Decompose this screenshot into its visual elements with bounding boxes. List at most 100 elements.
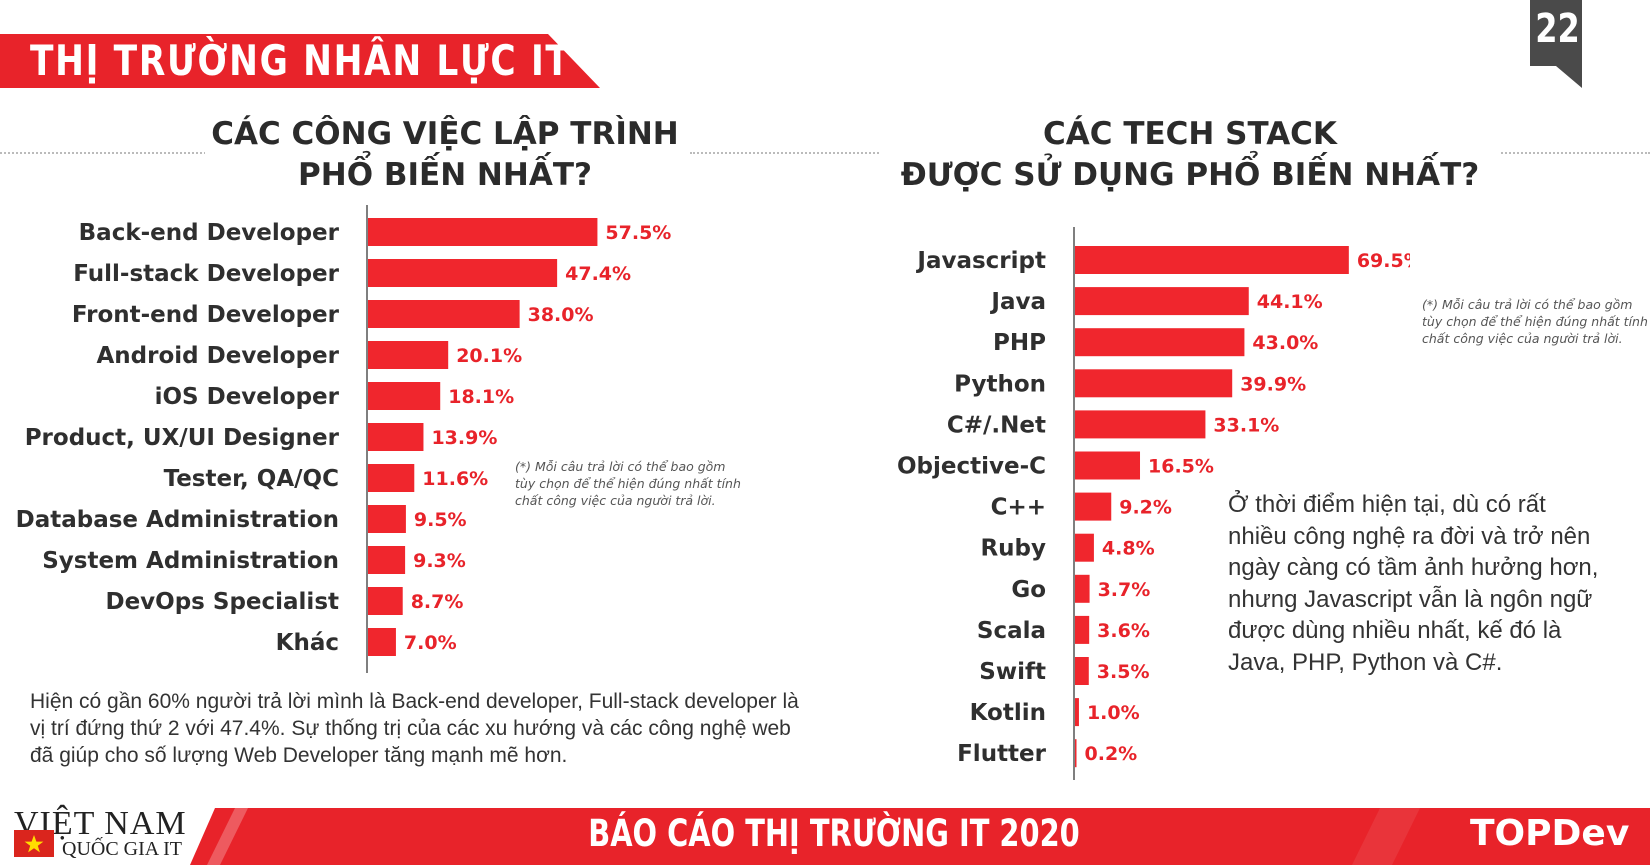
right-title-line1: CÁC TECH STACK [1043,116,1337,152]
right-note-line2: tùy chọn để thể hiện đúng nhất tính [1422,314,1648,329]
category-label: Tester, QA/QC [164,466,339,492]
category-label: Front-end Developer [72,302,340,328]
value-label: 9.5% [414,509,467,531]
left-note-line3: chất công việc của người trả lời. [515,493,716,508]
value-label: 13.9% [431,427,497,449]
category-label: Full-stack Developer [73,261,339,287]
vietnam-flag-icon [14,830,54,857]
left-paragraph: Hiện có gần 60% người trả lời mình là Ba… [30,688,830,769]
value-label: 7.0% [404,632,457,654]
category-label: PHP [993,330,1046,356]
category-label: Kotlin [970,700,1046,726]
value-label: 0.2% [1085,743,1138,765]
value-label: 11.6% [422,468,488,490]
category-label: iOS Developer [155,384,340,410]
bar-10 [368,628,396,656]
bar-8 [1075,574,1090,603]
page-number-badge [1530,0,1582,88]
header-title: THỊ TRƯỜNG NHÂN LỰC IT [30,36,571,85]
bar-11 [1075,698,1079,727]
bar-7 [1075,533,1094,562]
left-paragraph-line1: Hiện có gần 60% người trả lời mình là Ba… [30,690,799,713]
category-label: Back-end Developer [79,220,340,246]
value-label: 3.6% [1097,620,1150,642]
bar-9 [368,587,403,615]
bar-7 [368,505,406,533]
left-paragraph-line2: vị trí đứng thứ 2 với 47.4%. Sự thống tr… [30,717,791,740]
value-label: 47.4% [565,263,631,285]
category-label: DevOps Specialist [105,589,339,615]
bar-8 [368,546,406,574]
bar-2 [1075,328,1245,357]
category-label: C++ [991,495,1046,521]
jobs-bar-chart: Back-end Developer 57.5% Full-stack Develo… [16,205,671,673]
category-label: Java [989,289,1046,315]
right-note-line3: chất công việc của người trả lời. [1422,331,1623,346]
left-title-line2: PHỔ BIẾN NHẤT? [298,157,592,193]
header-banner [0,34,600,88]
left-title-line1: CÁC CÔNG VIỆC LẬP TRÌNH [211,116,679,152]
techstack-bar-chart: Javascript 69.5% Java 44.1% PHP 43.0% Python 39… [897,227,1410,780]
value-label: 38.0% [528,304,594,326]
topdev-logo: TOPDev [1470,813,1630,854]
left-paragraph-line3: đã giúp cho số lượng Web Developer tăng … [30,744,568,767]
left-note-line1: (*) Mỗi câu trả lời có thể bao gồm [515,459,726,474]
category-label: Ruby [980,536,1046,562]
bar-12 [1075,739,1077,768]
category-label: Javascript [915,248,1046,274]
right-paragraph-line6: Java, PHP, Python và C#. [1228,648,1503,676]
footer-bar [190,808,1650,865]
bar-5 [368,423,424,451]
category-label: Flutter [957,741,1047,767]
value-label: 3.5% [1097,661,1150,683]
left-note: (*) Mỗi câu trả lời có thể bao gồm tùy c… [515,458,775,509]
right-paragraph-line1: Ở thời điểm hiện tại, dù có rất [1228,491,1546,518]
category-label: Go [1011,577,1046,603]
brand-name-line2: QUỐC GIA IT [62,838,182,860]
bar-3 [1075,369,1233,398]
category-label: Product, UX/UI Designer [25,425,340,451]
value-label: 44.1% [1257,291,1323,313]
value-label: 57.5% [605,222,671,244]
value-label: 1.0% [1087,702,1140,724]
left-section-title: CÁC CÔNG VIỆC LẬP TRÌNH PHỔ BIẾN NHẤT? [205,114,685,196]
bar-5 [1075,451,1141,480]
value-label: 4.8% [1102,538,1155,560]
category-label: Khác [276,630,339,656]
category-label: C#/.Net [947,412,1046,438]
category-label: Android Developer [96,343,339,369]
bar-2 [368,300,520,328]
value-label: 20.1% [456,345,522,367]
category-label: Swift [979,659,1046,685]
right-note-line1: (*) Mỗi câu trả lời có thể bao gồm [1422,297,1633,312]
value-label: 39.9% [1240,373,1306,395]
category-label: Scala [977,618,1046,644]
value-label: 3.7% [1098,579,1151,601]
category-label: Python [954,371,1046,397]
value-label: 16.5% [1148,456,1214,478]
bar-4 [368,382,441,410]
value-label: 33.1% [1213,414,1279,436]
bar-9 [1075,615,1090,644]
right-section-title: CÁC TECH STACK ĐƯỢC SỬ DỤNG PHỔ BIẾN NHẤ… [880,114,1500,196]
right-note: (*) Mỗi câu trả lời có thể bao gồm tùy c… [1422,296,1650,347]
right-title-line2: ĐƯỢC SỬ DỤNG PHỔ BIẾN NHẤT? [900,157,1480,193]
right-paragraph: Ở thời điểm hiện tại, dù có rất nhiều cô… [1228,489,1628,678]
value-label: 69.5% [1357,250,1410,272]
left-note-line2: tùy chọn để thể hiện đúng nhất tính [515,476,741,491]
right-paragraph-line4: nhưng Javascript vẫn là ngôn ngữ [1228,585,1593,613]
value-label: 8.7% [411,591,464,613]
category-label: System Administration [42,548,339,574]
bar-6 [1075,492,1112,521]
bar-4 [1075,410,1206,439]
bar-1 [1075,287,1249,316]
right-paragraph-line5: được dùng nhiều nhất, kế đó là [1228,617,1562,644]
value-label: 18.1% [448,386,514,408]
bar-3 [368,341,449,369]
category-label: Database Administration [16,507,339,533]
bar-6 [368,464,415,492]
right-paragraph-line3: ngày càng có tầm ảnh hưởng hơn, [1228,554,1599,581]
value-label: 9.2% [1119,497,1172,519]
category-label: Objective-C [897,454,1046,480]
bar-0 [1075,246,1349,274]
